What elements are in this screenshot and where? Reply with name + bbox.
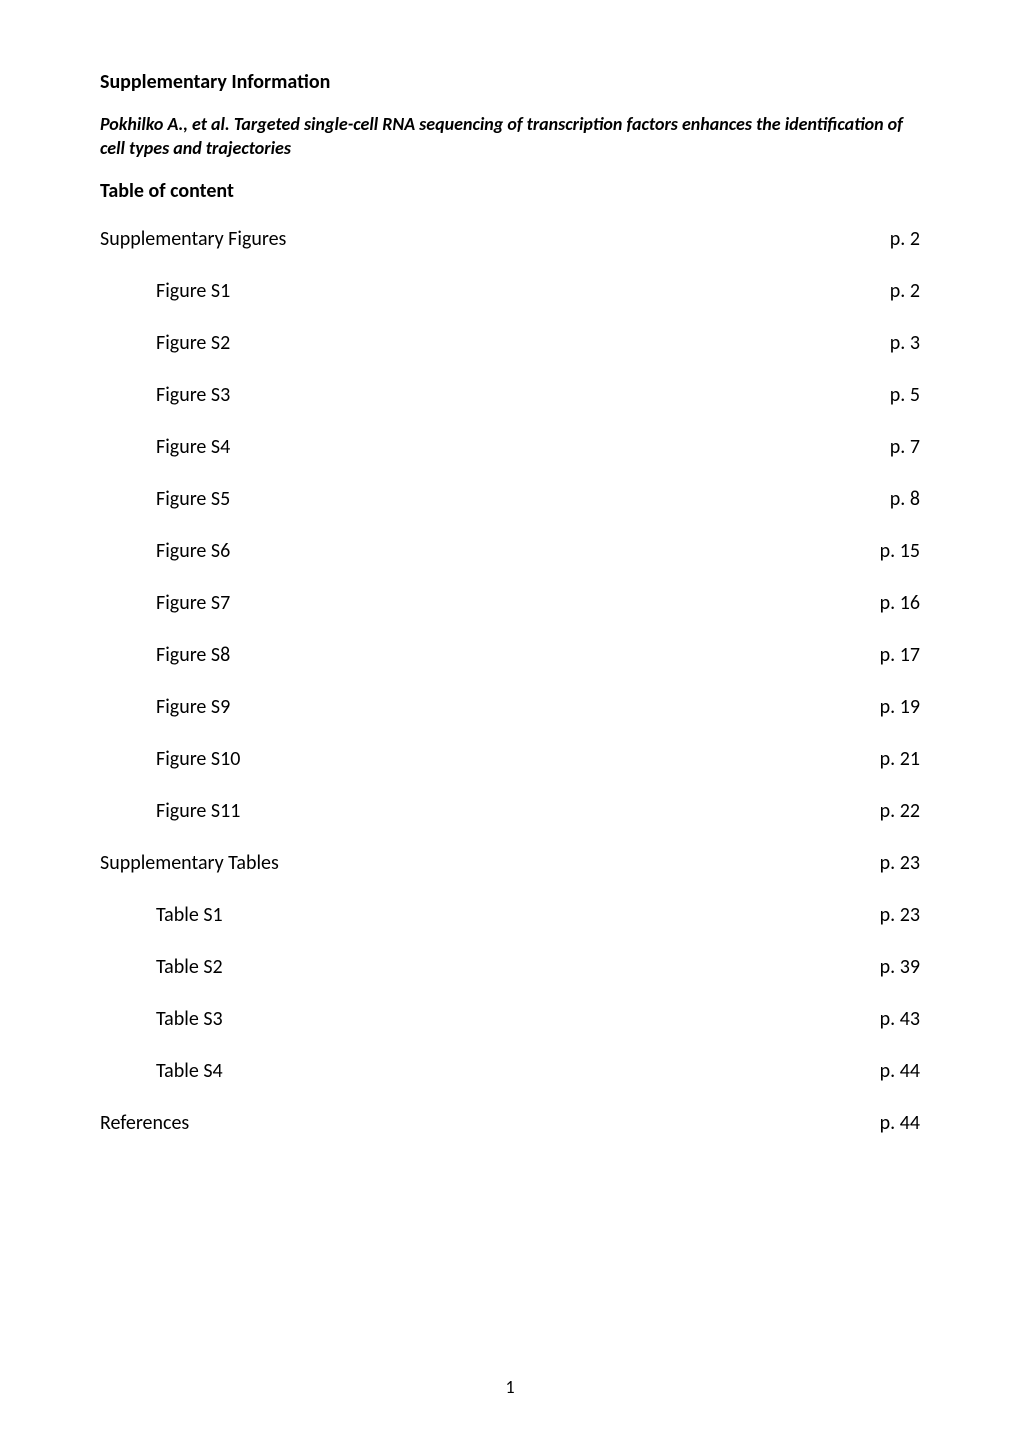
toc-row: Figure S7 p. 16 xyxy=(100,591,920,615)
toc-page: p. 15 xyxy=(860,539,920,563)
toc-page: p. 43 xyxy=(860,1007,920,1031)
toc-row: Figure S3 p. 5 xyxy=(100,383,920,407)
toc-label: Table S3 xyxy=(156,1007,860,1031)
toc-row: Supplementary Tables p. 23 xyxy=(100,851,920,875)
toc-row: References p. 44 xyxy=(100,1111,920,1135)
toc-row: Figure S2 p. 3 xyxy=(100,331,920,355)
toc-page: p. 23 xyxy=(860,851,920,875)
document-page: Supplementary Information Pokhilko A., e… xyxy=(0,0,1020,1442)
toc-label: Figure S3 xyxy=(156,383,860,407)
supplementary-information-heading: Supplementary Information xyxy=(100,70,920,94)
toc-label: Figure S11 xyxy=(156,799,860,823)
toc-label: Figure S9 xyxy=(156,695,860,719)
toc-row: Table S2 p. 39 xyxy=(100,955,920,979)
toc-row: Figure S10 p. 21 xyxy=(100,747,920,771)
toc-row: Figure S6 p. 15 xyxy=(100,539,920,563)
toc-row: Figure S1 p. 2 xyxy=(100,279,920,303)
toc-page: p. 17 xyxy=(860,643,920,667)
toc-label: Table S4 xyxy=(156,1059,860,1083)
citation-authors: Pokhilko A., et al. xyxy=(100,113,230,135)
toc-page: p. 2 xyxy=(860,279,920,303)
citation-line: Pokhilko A., et al. Targeted single-cell… xyxy=(100,112,920,161)
toc-label: Figure S7 xyxy=(156,591,860,615)
toc-page: p. 39 xyxy=(860,955,920,979)
toc-page: p. 22 xyxy=(860,799,920,823)
toc-page: p. 7 xyxy=(860,435,920,459)
toc-label: Figure S2 xyxy=(156,331,860,355)
page-number-footer: 1 xyxy=(0,1376,1020,1398)
toc-page: p. 44 xyxy=(860,1111,920,1135)
toc-row: Figure S5 p. 8 xyxy=(100,487,920,511)
toc-row: Figure S8 p. 17 xyxy=(100,643,920,667)
table-of-content-heading: Table of content xyxy=(100,179,920,203)
toc-page: p. 3 xyxy=(860,331,920,355)
toc-label: Supplementary Tables xyxy=(100,851,860,875)
toc-page: p. 19 xyxy=(860,695,920,719)
toc-row: Supplementary Figures p. 2 xyxy=(100,227,920,251)
toc-row: Figure S9 p. 19 xyxy=(100,695,920,719)
toc-label: Figure S5 xyxy=(156,487,860,511)
toc-label: Table S1 xyxy=(156,903,860,927)
table-of-contents: Supplementary Figures p. 2 Figure S1 p. … xyxy=(100,227,920,1135)
toc-page: p. 8 xyxy=(860,487,920,511)
toc-label: Table S2 xyxy=(156,955,860,979)
toc-page: p. 44 xyxy=(860,1059,920,1083)
toc-label: Figure S6 xyxy=(156,539,860,563)
toc-row: Table S4 p. 44 xyxy=(100,1059,920,1083)
toc-page: p. 21 xyxy=(860,747,920,771)
toc-page: p. 5 xyxy=(860,383,920,407)
toc-label: References xyxy=(100,1111,860,1135)
toc-page: p. 23 xyxy=(860,903,920,927)
toc-row: Table S1 p. 23 xyxy=(100,903,920,927)
toc-page: p. 2 xyxy=(860,227,920,251)
toc-label: Figure S8 xyxy=(156,643,860,667)
toc-row: Figure S4 p. 7 xyxy=(100,435,920,459)
toc-row: Figure S11 p. 22 xyxy=(100,799,920,823)
toc-row: Table S3 p. 43 xyxy=(100,1007,920,1031)
toc-label: Figure S4 xyxy=(156,435,860,459)
toc-page: p. 16 xyxy=(860,591,920,615)
toc-label: Supplementary Figures xyxy=(100,227,860,251)
toc-label: Figure S1 xyxy=(156,279,860,303)
toc-label: Figure S10 xyxy=(156,747,860,771)
